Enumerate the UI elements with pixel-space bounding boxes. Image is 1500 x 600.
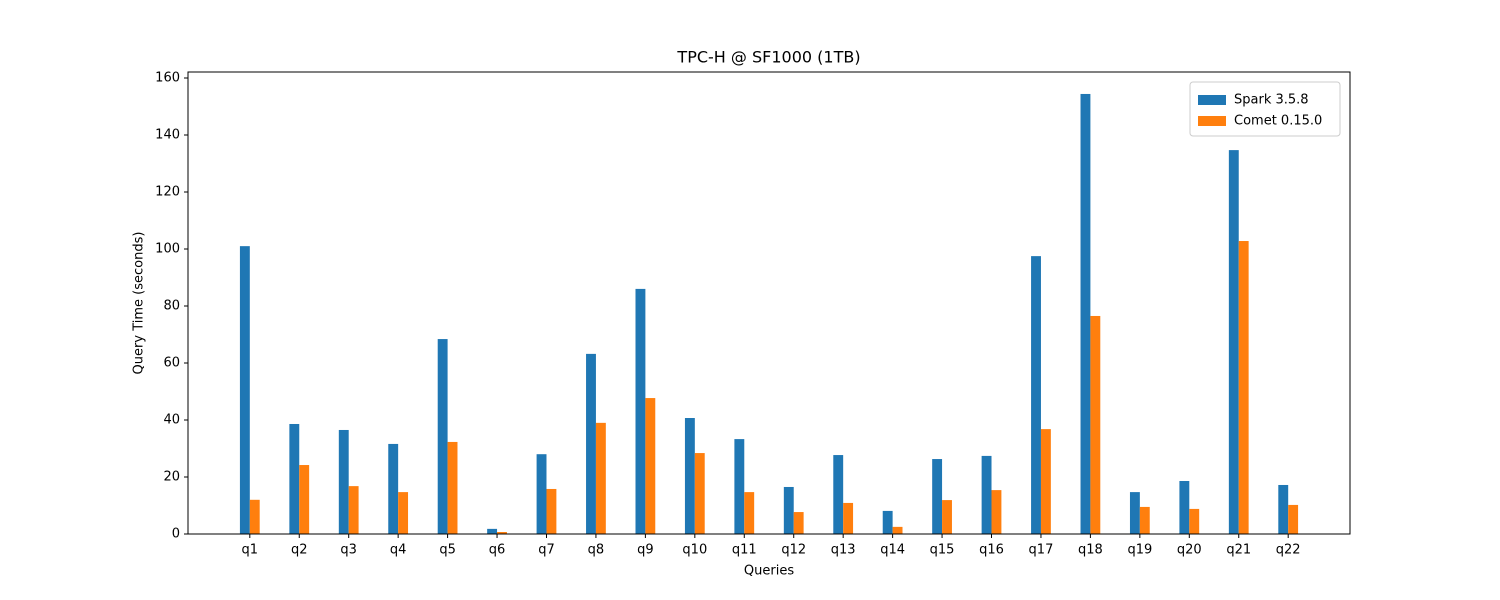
x-tick-label: q21: [1226, 543, 1251, 558]
bar: [586, 353, 596, 534]
bar: [1040, 429, 1051, 534]
x-tick-label: q17: [1029, 543, 1054, 558]
bar: [398, 492, 409, 534]
y-tick-label: 0: [172, 527, 180, 542]
bar: [546, 488, 557, 534]
bar: [1139, 506, 1150, 534]
legend-label: Comet 0.15.0: [1234, 114, 1322, 129]
x-tick-label: q10: [682, 543, 707, 558]
bar: [1189, 508, 1200, 534]
x-tick-label: q12: [781, 543, 806, 558]
bar: [694, 453, 705, 534]
x-tick-label: q19: [1127, 543, 1152, 558]
bar: [1090, 315, 1101, 534]
bar: [437, 339, 448, 534]
bar: [1278, 484, 1289, 534]
bar: [892, 526, 903, 534]
bar: [239, 246, 250, 534]
y-tick-label: 20: [163, 470, 180, 485]
bar: [338, 429, 349, 534]
bar: [1080, 93, 1091, 535]
bar: [536, 454, 547, 534]
x-tick-label: q2: [291, 543, 308, 558]
legend-label: Spark 3.5.8: [1234, 93, 1309, 108]
bar: [447, 441, 458, 534]
y-tick-label: 160: [155, 71, 180, 86]
bar: [744, 492, 755, 534]
x-tick-label: q6: [489, 543, 506, 558]
bar: [1129, 492, 1140, 534]
y-tick-label: 100: [155, 242, 180, 257]
x-tick-label: q5: [439, 543, 456, 558]
bar: [348, 486, 359, 534]
y-tick-label: 40: [163, 413, 180, 428]
x-tick-label: q15: [930, 543, 955, 558]
x-tick-label: q18: [1078, 543, 1103, 558]
bar: [645, 398, 656, 534]
bar: [734, 439, 745, 534]
chart-title: TPC-H @ SF1000 (1TB): [676, 48, 860, 67]
bar: [299, 465, 310, 534]
bar: [635, 288, 646, 534]
bar: [783, 486, 794, 534]
x-tick-label: q16: [979, 543, 1004, 558]
bar: [981, 455, 992, 534]
bar: [882, 510, 893, 534]
bar: [1228, 150, 1239, 535]
bar: [497, 532, 507, 534]
x-tick-label: q9: [637, 543, 654, 558]
bar: [289, 423, 300, 534]
legend-box: [1189, 81, 1341, 137]
bar: [843, 502, 854, 534]
x-tick-label: q3: [340, 543, 357, 558]
y-axis-label: Query Time (seconds): [132, 232, 147, 375]
bar: [487, 528, 498, 534]
bar: [793, 512, 804, 534]
bar: [991, 490, 1002, 534]
y-tick-label: 120: [155, 185, 180, 200]
bar: [932, 459, 943, 534]
plot-frame: [187, 71, 1351, 535]
bar: [833, 455, 844, 534]
y-tick-label: 60: [163, 356, 180, 371]
bar: [1288, 504, 1299, 534]
bar: [1031, 256, 1041, 534]
y-tick-label: 140: [155, 128, 180, 143]
x-tick-label: q8: [588, 543, 605, 558]
bar: [388, 443, 399, 534]
bar: [595, 422, 606, 534]
bar: [249, 499, 260, 534]
bar: [1179, 480, 1190, 534]
x-axis-label: Queries: [744, 564, 794, 579]
legend-swatch: [1198, 95, 1226, 105]
x-tick-label: q7: [538, 543, 555, 558]
x-tick-label: q20: [1177, 543, 1202, 558]
x-tick-label: q22: [1276, 543, 1301, 558]
x-tick-label: q4: [390, 543, 407, 558]
bar: [684, 418, 695, 534]
y-tick-label: 80: [163, 299, 180, 314]
legend-swatch: [1198, 116, 1226, 126]
x-tick-label: q14: [880, 543, 905, 558]
bar: [942, 500, 952, 534]
x-tick-label: q13: [831, 543, 856, 558]
x-tick-label: q11: [732, 543, 757, 558]
bar: [1238, 241, 1249, 534]
x-tick-label: q1: [242, 543, 259, 558]
